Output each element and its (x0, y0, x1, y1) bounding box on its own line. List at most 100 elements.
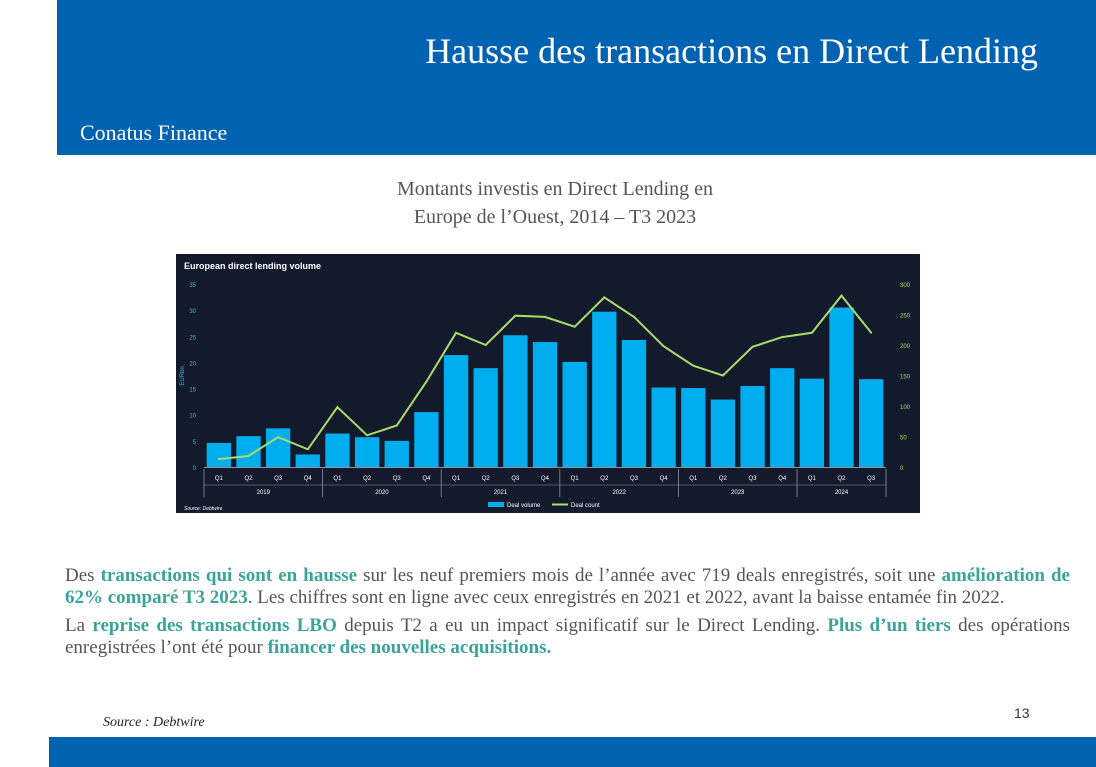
year-label: 2019 (257, 490, 271, 496)
chart-title: European direct lending volume (184, 261, 321, 271)
year-label: 2023 (731, 490, 745, 496)
year-label: 2022 (612, 490, 626, 496)
x-tick-label: Q1 (571, 476, 580, 482)
x-tick-label: Q4 (660, 476, 669, 482)
point-deal-count (633, 316, 635, 318)
chart-caption: Montants investis en Direct Lending en E… (335, 175, 775, 231)
bar-deal-volume (799, 378, 825, 467)
y2-tick-label: 300 (900, 283, 911, 289)
p2-highlight-1: reprise des transactions LBO (92, 615, 337, 636)
bar-deal-volume (710, 399, 736, 467)
point-deal-count (781, 336, 784, 338)
point-deal-count (810, 331, 813, 334)
bar-deal-volume (740, 385, 765, 467)
point-deal-count (870, 331, 873, 334)
y2-tick-label: 200 (900, 344, 911, 350)
x-tick-label: Q1 (808, 476, 817, 482)
source-note: Source : Debtwire (103, 715, 205, 730)
deal-volume-chart: European direct lending volume 0 5 10 15 20 25… (180, 261, 911, 512)
point-deal-count (514, 314, 517, 317)
bar-deal-volume (651, 387, 676, 467)
y-tick-label: 10 (189, 414, 196, 420)
x-tick-label: Q3 (511, 476, 520, 482)
point-deal-count (722, 374, 724, 377)
point-deal-count (455, 331, 457, 334)
point-deal-count (840, 294, 843, 297)
x-tick-label: Q2 (482, 476, 491, 482)
point-deal-count (603, 296, 606, 299)
year-label: 2024 (835, 490, 849, 496)
chart-caption-line-2: Europe de l’Ouest, 2014 – T3 2023 (413, 206, 697, 228)
x-tick-label: Q4 (422, 476, 431, 482)
x-tick-label: Q1 (333, 476, 342, 482)
p1-highlight-2: amélioration de 62% comparé T3 2023 (65, 565, 1070, 608)
paragraph-1: Des transactions qui sont en hausse sur … (65, 565, 1070, 609)
y2-tick-label: 50 (900, 436, 907, 442)
legend-label-deal-count: Deal count (571, 503, 600, 509)
bar-deal-volume (443, 355, 469, 467)
y-tick-label: 0 (193, 466, 197, 472)
y-tick-label: 35 (189, 283, 196, 289)
bar-deal-volume (206, 442, 231, 467)
bar-deal-volume (295, 454, 320, 467)
bar-deal-volume (532, 342, 558, 467)
x-tick-label: Q1 (689, 476, 698, 482)
bar-deal-volume (325, 433, 350, 467)
bar-deal-volume (681, 388, 706, 467)
x-tick-label: Q2 (244, 476, 253, 482)
bar-deal-volume (562, 361, 587, 467)
p2-highlight-3: financer des nouvelles acquisitions. (267, 637, 552, 658)
header-band (57, 0, 1096, 155)
chart-caption-line-1: Montants investis en Direct Lending en (396, 178, 714, 200)
x-tick-label: Q2 (838, 476, 847, 482)
x-tick-label: Q4 (304, 476, 313, 482)
bar-deal-volume (473, 368, 498, 467)
point-deal-count (425, 380, 428, 383)
p1-text-3: . Les chiffres sont en ligne avec ceux e… (247, 587, 1005, 608)
bar-deal-volume (829, 307, 854, 467)
x-tick-label: Q2 (719, 476, 728, 482)
x-tick-label: Q1 (215, 476, 224, 482)
point-deal-count (692, 364, 695, 367)
x-tick-label: Q3 (749, 476, 758, 482)
point-deal-count (544, 316, 546, 318)
p2-text-3: des opérations enregistrées l’ont été po… (65, 615, 1070, 658)
point-deal-count (217, 458, 220, 460)
y2-tick-label: 0 (900, 466, 904, 472)
p1-text-2: sur les neuf premiers mois de l’année av… (357, 565, 942, 586)
point-deal-count (751, 345, 754, 348)
chart-container: European direct lending volume 0 5 10 15 20 25… (176, 254, 920, 513)
bar-deal-volume (384, 440, 409, 467)
company-name: Conatus Finance (80, 120, 228, 145)
y-tick-label: 25 (189, 335, 196, 341)
p1-highlight-1: transactions qui sont en hausse (100, 565, 358, 586)
bar-deal-volume (859, 379, 884, 467)
y-tick-label: 20 (189, 361, 196, 367)
year-label: 2021 (494, 490, 508, 496)
point-deal-count (277, 436, 280, 439)
slide-title: Hausse des transactions en Direct Lendin… (425, 31, 1038, 71)
y-tick-label: 30 (189, 309, 196, 315)
x-tick-label: Q4 (541, 476, 550, 482)
point-deal-count (484, 344, 487, 346)
bar-deal-volume (414, 412, 439, 467)
point-deal-count (662, 345, 665, 348)
footer-band (49, 737, 1096, 767)
point-deal-count (573, 325, 576, 328)
y2-tick-label: 150 (900, 375, 911, 381)
x-tick-label: Q1 (452, 476, 461, 482)
point-deal-count (336, 406, 339, 409)
y-tick-label: 15 (189, 388, 196, 394)
p2-text-1: La (65, 615, 93, 636)
bar-deal-volume (354, 437, 380, 467)
y-tick-label: 5 (193, 440, 197, 446)
legend-label-deal-volume: Deal volume (507, 503, 541, 509)
y2-tick-label: 100 (900, 405, 911, 411)
paragraph-2: La reprise des transactions LBO depuis T… (65, 615, 1070, 659)
point-deal-count (395, 424, 398, 427)
point-deal-count (306, 448, 309, 451)
point-deal-count (247, 455, 250, 457)
point-deal-count (366, 434, 368, 437)
x-tick-label: Q2 (363, 476, 372, 482)
x-tick-label: Q3 (867, 476, 876, 482)
